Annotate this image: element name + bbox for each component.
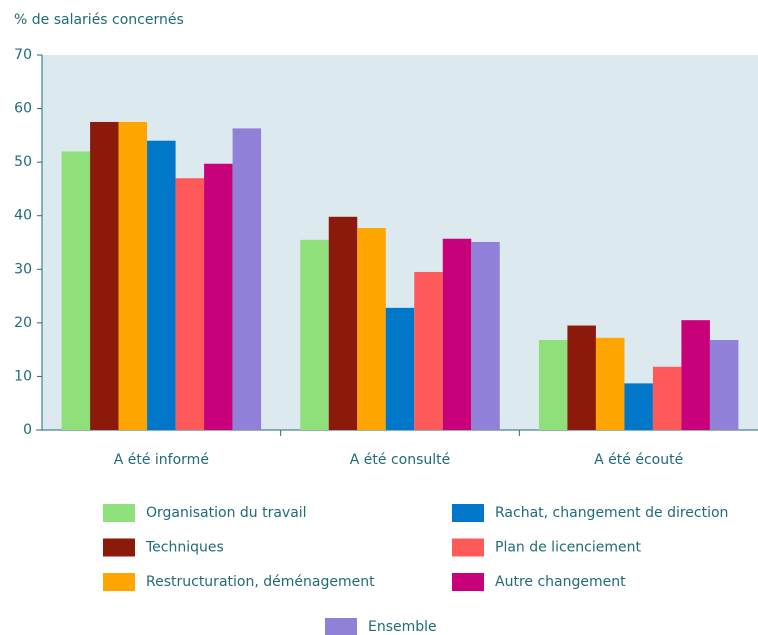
legend-swatch (452, 538, 484, 557)
legend-swatch (103, 538, 135, 557)
bar (414, 271, 443, 430)
bar (357, 228, 386, 430)
y-tick-label: 60 (14, 101, 32, 117)
y-tick-label: 50 (14, 154, 32, 170)
bar (61, 151, 91, 430)
y-tick-label: 30 (14, 261, 32, 277)
legend-label: Organisation du travail (146, 505, 307, 521)
legend-label: Rachat, changement de direction (495, 505, 728, 521)
legend-swatch (325, 618, 357, 635)
legend-swatch (452, 573, 484, 591)
bar (147, 140, 176, 430)
x-tick-label: A été consulté (350, 452, 451, 468)
bar (300, 239, 329, 430)
bar (204, 163, 233, 430)
bar (90, 121, 119, 430)
legend-label: Ensemble (368, 619, 437, 635)
y-tick-label: 70 (14, 47, 32, 63)
y-tick-label: 20 (14, 315, 32, 331)
bar (595, 337, 625, 430)
bar (175, 178, 205, 430)
bar (118, 121, 148, 430)
bar (442, 238, 472, 430)
bar (567, 325, 596, 430)
y-tick-label: 0 (23, 422, 32, 438)
bar (624, 383, 653, 430)
y-tick-label: 40 (14, 208, 32, 224)
bar (328, 216, 358, 430)
bar (652, 366, 682, 430)
legend-label: Plan de licenciement (495, 540, 641, 556)
x-tick-label: A été informé (114, 452, 209, 468)
legend-swatch (452, 504, 484, 522)
x-tick-label: A été écouté (594, 452, 683, 468)
bar (681, 320, 710, 430)
bar (471, 241, 500, 430)
legend-swatch (103, 504, 135, 522)
legend-label: Autre changement (495, 574, 626, 590)
y-tick-label: 10 (14, 368, 32, 384)
chart-title: % de salariés concernés (14, 12, 184, 28)
legend-label: Restructuration, déménagement (146, 574, 375, 590)
legend-label: Techniques (145, 540, 224, 556)
bar (538, 340, 568, 430)
bar (232, 128, 262, 430)
bar (385, 307, 415, 430)
bar (709, 340, 739, 430)
legend-swatch (103, 573, 135, 591)
